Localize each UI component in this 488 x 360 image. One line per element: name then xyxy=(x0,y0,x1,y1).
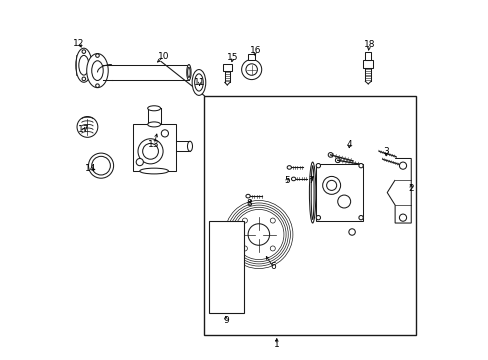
Text: 3: 3 xyxy=(383,147,388,156)
Circle shape xyxy=(358,163,363,168)
Ellipse shape xyxy=(327,153,332,157)
Text: 18: 18 xyxy=(363,40,374,49)
Text: 10: 10 xyxy=(158,52,169,61)
Ellipse shape xyxy=(147,122,160,127)
Circle shape xyxy=(399,214,406,221)
Ellipse shape xyxy=(192,69,205,95)
Text: 2: 2 xyxy=(407,184,413,193)
Bar xyxy=(363,60,372,68)
Circle shape xyxy=(161,130,168,137)
Ellipse shape xyxy=(77,117,98,137)
Circle shape xyxy=(358,216,363,220)
Ellipse shape xyxy=(187,141,192,151)
Bar xyxy=(365,52,370,60)
Ellipse shape xyxy=(215,260,223,265)
Ellipse shape xyxy=(88,153,113,178)
Circle shape xyxy=(316,216,320,220)
Circle shape xyxy=(337,195,350,208)
Circle shape xyxy=(399,162,406,169)
Circle shape xyxy=(316,163,320,168)
Bar xyxy=(204,96,415,335)
Circle shape xyxy=(322,176,340,194)
Text: 12: 12 xyxy=(73,39,84,48)
Bar xyxy=(132,125,175,171)
Text: 1: 1 xyxy=(273,341,279,350)
Text: 8: 8 xyxy=(245,199,251,208)
Circle shape xyxy=(247,224,269,245)
Text: 7: 7 xyxy=(307,176,313,185)
Text: 15: 15 xyxy=(227,53,238,62)
Circle shape xyxy=(241,59,261,80)
Ellipse shape xyxy=(215,229,223,235)
Bar xyxy=(208,221,244,313)
Ellipse shape xyxy=(147,106,160,111)
Polygon shape xyxy=(386,158,410,223)
Ellipse shape xyxy=(86,54,108,87)
Circle shape xyxy=(348,229,355,235)
Circle shape xyxy=(138,139,163,164)
Bar xyxy=(247,54,255,59)
Text: 6: 6 xyxy=(270,262,276,271)
Ellipse shape xyxy=(286,166,291,169)
Ellipse shape xyxy=(140,168,168,174)
Ellipse shape xyxy=(76,48,92,82)
Text: 5: 5 xyxy=(284,176,289,185)
Text: 4: 4 xyxy=(346,140,351,149)
Ellipse shape xyxy=(245,194,250,198)
Text: 9: 9 xyxy=(223,316,228,325)
Ellipse shape xyxy=(186,64,191,80)
Text: 17: 17 xyxy=(78,125,89,134)
Text: 14: 14 xyxy=(85,164,97,173)
Text: 11: 11 xyxy=(194,78,205,87)
Circle shape xyxy=(136,158,143,166)
Text: 16: 16 xyxy=(249,46,261,55)
Ellipse shape xyxy=(291,177,295,181)
Ellipse shape xyxy=(335,158,339,163)
Bar xyxy=(223,64,231,71)
Text: 13: 13 xyxy=(148,140,160,149)
Ellipse shape xyxy=(215,243,223,249)
Ellipse shape xyxy=(309,162,315,223)
Bar xyxy=(316,164,362,221)
